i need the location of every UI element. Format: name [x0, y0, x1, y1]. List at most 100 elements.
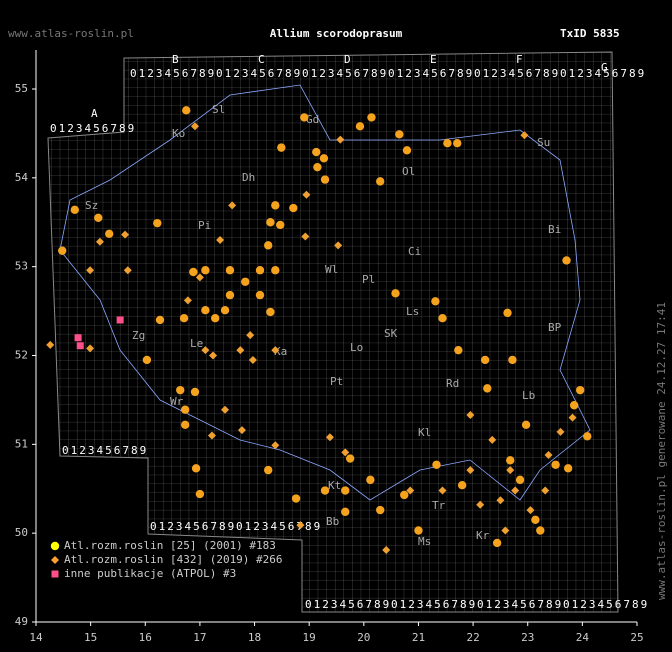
point [520, 131, 529, 140]
point [531, 515, 540, 525]
region-label: Su [537, 136, 550, 149]
point [438, 486, 447, 495]
y-tick-label: 49 [15, 615, 28, 628]
point [291, 494, 301, 503]
point [201, 266, 210, 275]
legend-label: Atl.rozm.roslin [25] (2001) #183 [64, 539, 276, 552]
point [289, 203, 298, 213]
region-label: Pt [330, 375, 343, 388]
point [211, 313, 220, 323]
point [562, 256, 571, 265]
y-tick-label: 50 [15, 526, 28, 539]
x-tick-label: 20 [357, 631, 370, 644]
point [438, 313, 447, 323]
x-tick-label: 21 [412, 631, 425, 644]
point [190, 122, 199, 131]
legend-label: Atl.rozm.roslin [432] (2019) #266 [64, 553, 283, 566]
side-note: www.atlas-roslin.pl generowane 24.12.27 … [655, 302, 668, 600]
point [515, 475, 525, 485]
point [508, 355, 517, 365]
point [367, 113, 376, 122]
point [271, 346, 280, 355]
region-label: Kl [418, 426, 431, 439]
point [221, 405, 230, 414]
point [236, 346, 245, 355]
grid-digits: 0123456789 [62, 444, 148, 457]
grid-letter: F [516, 53, 523, 66]
point [300, 113, 309, 122]
grid-digits: 0123456789 [305, 598, 391, 611]
point [400, 490, 409, 500]
legend-marker [51, 570, 59, 578]
point [336, 135, 345, 144]
point [501, 526, 510, 535]
point [179, 313, 189, 323]
point [74, 334, 82, 342]
region-label: Gd [306, 113, 319, 126]
point [569, 401, 579, 410]
point [225, 266, 235, 275]
region-label: Lo [350, 341, 363, 354]
grid-letter: C [258, 53, 265, 66]
point [443, 138, 452, 148]
point [391, 289, 400, 298]
point [276, 220, 285, 230]
point [142, 355, 152, 365]
point [266, 307, 275, 317]
point [376, 177, 385, 186]
point [264, 241, 273, 250]
point [345, 454, 355, 463]
region-label: Wr [170, 395, 184, 408]
point [526, 506, 535, 515]
point [402, 146, 412, 155]
point [568, 413, 577, 422]
point [431, 297, 440, 306]
y-tick-label: 55 [15, 82, 28, 95]
point [556, 427, 565, 436]
point [583, 432, 592, 441]
region-label: BP [548, 321, 562, 334]
point [271, 266, 280, 275]
x-tick-label: 14 [29, 631, 43, 644]
point [191, 464, 201, 473]
point [341, 507, 350, 517]
point [312, 147, 321, 157]
point [453, 138, 462, 148]
legend-marker [51, 556, 59, 564]
point [341, 448, 350, 457]
point [237, 426, 246, 435]
grid-letter: D [344, 53, 351, 66]
region-label: Sz [85, 199, 98, 212]
atpol-grid [47, 51, 619, 613]
legend-label: inne publikacje (ATPOL) #3 [64, 567, 236, 580]
point [264, 465, 273, 475]
point [488, 435, 497, 444]
point [503, 308, 512, 318]
region-label: Le [190, 337, 203, 350]
point [207, 431, 216, 440]
point [466, 411, 475, 420]
point [182, 106, 191, 115]
x-tick-label: 18 [248, 631, 261, 644]
region-label: Rd [446, 377, 459, 390]
region-label: Kt [328, 479, 341, 492]
y-tick-label: 54 [15, 171, 29, 184]
grid-digits: 0123456789 [150, 520, 236, 533]
region-label: Sl [212, 103, 225, 116]
point [511, 486, 520, 495]
point [563, 464, 573, 473]
point [95, 237, 104, 246]
point [277, 143, 286, 152]
region-label: Pi [198, 219, 211, 232]
x-tick-label: 16 [139, 631, 152, 644]
point [382, 546, 391, 555]
point [216, 236, 225, 245]
border [59, 84, 591, 501]
point [320, 486, 330, 495]
point [201, 305, 210, 315]
point [86, 344, 95, 353]
point [376, 505, 385, 515]
point [296, 521, 305, 530]
point [551, 460, 560, 469]
point [575, 385, 585, 395]
